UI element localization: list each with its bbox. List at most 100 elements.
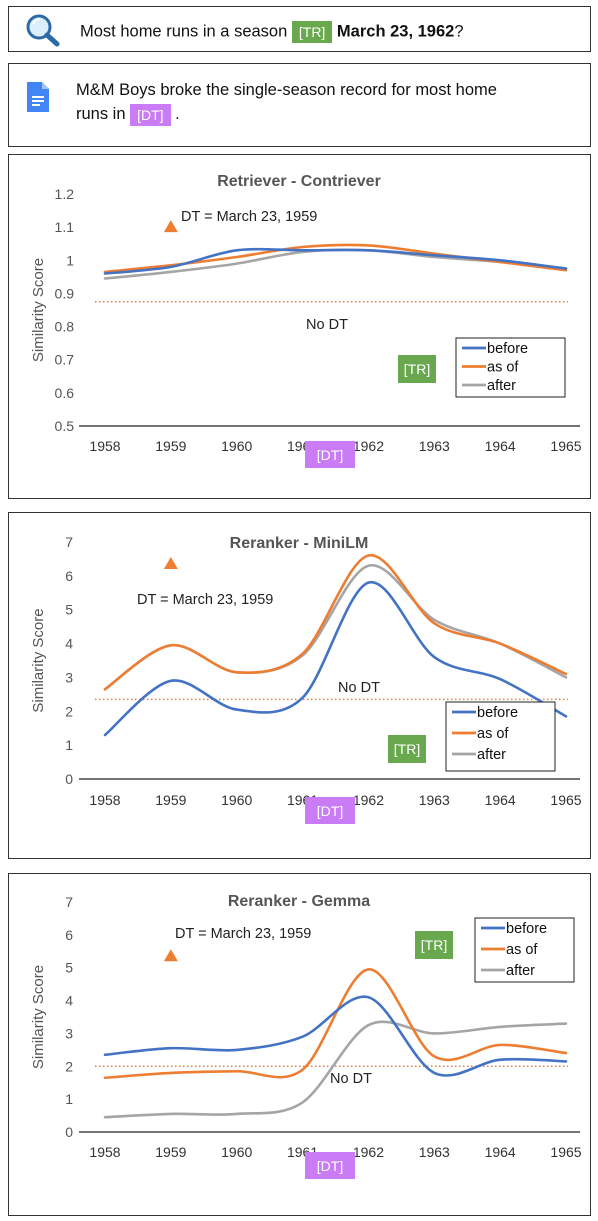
series-line-as-of (103, 968, 568, 1080)
dt-tag-label: [DT] (317, 1158, 343, 1174)
legend-label-as-of: as of (506, 942, 538, 958)
x-tick-label: 1960 (221, 1144, 252, 1160)
query-tr-tag: [TR] (291, 21, 333, 43)
y-tick-label: 4 (65, 993, 73, 1009)
dt-marker-triangle (163, 949, 178, 962)
x-tick-label: 1962 (353, 438, 384, 454)
x-tick-label: 1964 (485, 438, 516, 454)
legend-label-as-of: as of (487, 360, 519, 376)
query-text: Most home runs in a season [TR] March 23… (80, 21, 464, 43)
chart-gemma: Reranker - Gemma Similarity Score 0 1 2 3 4 5 6 7… (30, 893, 582, 1179)
y-tick-label: 6 (65, 927, 73, 943)
y-tick-label: 1 (65, 737, 73, 753)
y-tick-label: 0.6 (55, 385, 75, 401)
legend-box (445, 701, 556, 772)
x-tick-label: 1958 (89, 438, 120, 454)
series-line-before (103, 581, 568, 737)
chart-title: Reranker - MiniLM (230, 535, 369, 552)
x-tick-label: 1959 (155, 438, 186, 454)
dt-marker-label: DT = March 23, 1959 (181, 209, 317, 225)
legend-label-as-of: as of (477, 726, 509, 742)
chart-title: Retriever - Contriever (217, 173, 381, 190)
dt-tag-label: [DT] (317, 803, 343, 819)
dt-marker-triangle (163, 220, 178, 233)
x-tick-label: 1965 (550, 792, 581, 808)
chart-panel-gemma: Reranker - Gemma Similarity Score 0 1 2 3 4 5 6 7… (8, 873, 591, 1216)
y-tick-label: 2 (65, 1058, 73, 1074)
query-box: Most home runs in a season [TR] March 23… (8, 6, 591, 52)
document-text-line2: runs in (76, 105, 126, 123)
series-line-as-of (103, 554, 568, 691)
y-tick-label: 1 (66, 252, 74, 268)
x-tick-label: 1965 (550, 438, 581, 454)
y-tick-label: 0 (65, 771, 73, 787)
y-tick-label: 0.8 (55, 319, 75, 335)
chart-minilm: Reranker - MiniLM Similarity Score 0 1 2 3 4 5 6… (30, 534, 582, 824)
dt-marker-label: DT = March 23, 1959 (175, 926, 311, 942)
x-tick-label: 1960 (221, 438, 252, 454)
dt-tag-background (305, 1152, 355, 1179)
document-box: M&M Boys broke the single-season record … (8, 63, 591, 147)
x-tick-label: 1960 (221, 792, 252, 808)
x-tick-label: 1965 (550, 1144, 581, 1160)
query-text-after: ? (454, 22, 464, 41)
x-tick-label: 1964 (485, 792, 516, 808)
y-tick-label: 7 (65, 894, 73, 910)
y-tick-label: 1 (65, 1091, 73, 1107)
legend-label-after: after (487, 378, 516, 394)
y-tick-label: 2 (65, 703, 73, 719)
dt-marker-triangle (163, 557, 178, 570)
y-tick-label: 3 (65, 669, 73, 685)
chart-panel-contriever: Retriever - Contriever Similarity Score 0.… (8, 154, 591, 499)
dt-tag-background (305, 797, 355, 824)
series-line-after (103, 564, 568, 691)
y-tick-label: 0.7 (55, 352, 75, 368)
document-dt-tag: [DT] (130, 103, 171, 126)
y-tick-label: 0 (65, 1124, 73, 1140)
dt-tag-background (305, 441, 355, 468)
y-axis-label: Similarity Score (30, 608, 47, 712)
legend-label-before: before (487, 341, 528, 357)
y-tick-label: 5 (65, 602, 73, 618)
document-text-line1: M&M Boys broke the single-season record … (76, 81, 497, 99)
y-tick-label: 1.2 (55, 186, 75, 202)
tr-tag-label: [TR] (421, 937, 447, 953)
y-tick-label: 0.9 (55, 285, 75, 301)
y-tick-label: 1.1 (55, 219, 75, 235)
y-tick-label: 7 (65, 534, 73, 550)
legend-label-after: after (477, 747, 506, 763)
chart-contriever: Retriever - Contriever Similarity Score 0.… (30, 173, 582, 468)
chart-panel-minilm: Reranker - MiniLM Similarity Score 0 1 2 3 4 5 6… (8, 512, 591, 859)
no-dt-label: No DT (330, 1071, 372, 1087)
x-tick-label: 1962 (353, 1144, 384, 1160)
y-tick-label: 3 (65, 1025, 73, 1041)
x-tick-label: 1959 (155, 792, 186, 808)
query-date: March 23, 1962 (336, 22, 455, 41)
x-tick-label: 1958 (89, 792, 120, 808)
document-text: M&M Boys broke the single-season record … (76, 78, 576, 126)
x-tick-label: 1958 (89, 1144, 120, 1160)
legend-label-before: before (506, 921, 547, 937)
x-tick-label: 1963 (419, 792, 450, 808)
x-tick-label: 1963 (419, 1144, 450, 1160)
dt-tag-label: [DT] (317, 447, 343, 463)
series-line-before (103, 995, 568, 1077)
dt-marker-label: DT = March 23, 1959 (137, 592, 273, 608)
legend-label-after: after (506, 963, 535, 979)
x-tick-label: 1959 (155, 1144, 186, 1160)
legend-label-before: before (477, 705, 518, 721)
y-tick-label: 0.5 (55, 418, 75, 434)
y-axis-label: Similarity Score (30, 965, 47, 1069)
y-tick-label: 5 (65, 960, 73, 976)
y-axis-label: Similarity Score (30, 258, 47, 362)
tr-tag-label: [TR] (394, 741, 420, 757)
tr-tag-label: [TR] (404, 361, 430, 377)
tr-tag-background (398, 355, 436, 383)
query-text-before: Most home runs in a season (80, 22, 288, 41)
no-dt-label: No DT (306, 317, 348, 333)
document-icon (27, 82, 49, 112)
series-line-before (103, 247, 568, 275)
tr-tag-background (388, 735, 426, 763)
x-tick-label: 1962 (353, 792, 384, 808)
document-text-end: . (175, 105, 180, 123)
